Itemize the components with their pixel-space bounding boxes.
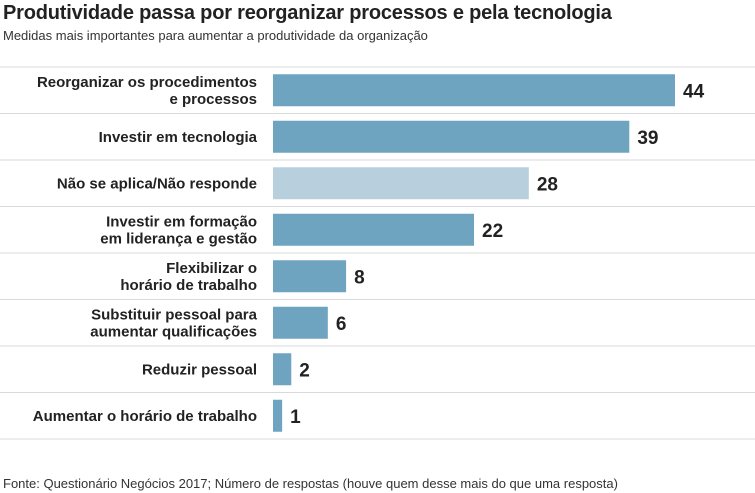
category-label: Investir em formação (106, 213, 257, 230)
bar (273, 399, 283, 432)
value-label: 22 (482, 221, 503, 242)
bar (273, 306, 328, 339)
value-label: 1 (290, 407, 301, 428)
bar (273, 74, 675, 107)
category-label: e processos (169, 91, 257, 108)
source-note: Fonte: Questionário Negócios 2017; Númer… (3, 476, 618, 491)
category-label: em liderança e gestão (100, 230, 257, 247)
bar (273, 213, 474, 246)
chart-title: Produtividade passa por reorganizar proc… (3, 2, 612, 24)
bar (273, 167, 529, 200)
category-label: Aumentar o horário de trabalho (33, 408, 257, 425)
category-label: Investir em tecnologia (99, 129, 258, 146)
value-label: 6 (336, 314, 347, 335)
category-label: Não se aplica/Não responde (57, 175, 257, 192)
bar (273, 353, 292, 386)
value-label: 39 (637, 128, 658, 149)
category-label: horário de trabalho (120, 277, 257, 294)
category-label: aumentar qualificações (90, 323, 257, 340)
bar (273, 120, 630, 153)
category-label: Flexibilizar o (166, 260, 257, 277)
value-label: 28 (537, 174, 558, 195)
category-label: Substituir pessoal para (91, 306, 258, 323)
category-label: Reduzir pessoal (142, 361, 257, 378)
category-label: Reorganizar os procedimentos (37, 74, 257, 91)
chart-subtitle: Medidas mais importantes para aumentar a… (3, 28, 428, 43)
value-label: 2 (299, 360, 310, 381)
value-label: 44 (683, 81, 705, 102)
value-label: 8 (354, 267, 365, 288)
bar (273, 260, 347, 293)
